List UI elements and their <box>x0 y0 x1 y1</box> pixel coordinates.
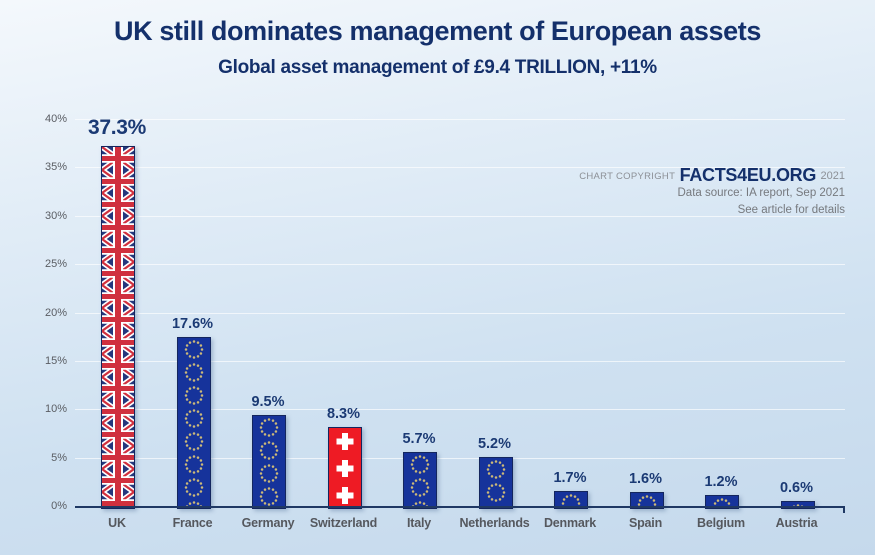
x-axis-line <box>75 506 845 508</box>
value-label-austria: 0.6% <box>779 480 814 496</box>
x-axis-label-switzerland: Switzerland <box>309 516 378 530</box>
see-article-note: See article for details <box>737 204 845 216</box>
y-axis-label-10%: 10% <box>44 403 67 416</box>
eu-flag-pattern <box>630 493 663 508</box>
value-label-netherlands: 5.2% <box>477 436 512 452</box>
gridline-5% <box>75 457 845 459</box>
x-axis-label-belgium: Belgium <box>697 516 745 530</box>
gridline-25% <box>75 264 845 266</box>
gridline-15% <box>75 360 845 362</box>
x-axis-label-italy: Italy <box>406 516 431 530</box>
y-axis-label-5%: 5% <box>51 451 67 464</box>
eu-flag-pattern <box>706 496 738 508</box>
value-label-italy: 5.7% <box>402 431 436 447</box>
x-axis-label-uk: UK <box>108 516 126 530</box>
bar-italy <box>403 452 437 509</box>
value-label-uk: 37.3% <box>87 116 147 139</box>
uk-flag-pattern <box>102 147 134 508</box>
bar-austria <box>780 501 815 509</box>
x-axis-end-tick <box>843 507 845 513</box>
bar-germany <box>252 415 286 509</box>
value-label-spain: 1.6% <box>628 471 663 487</box>
eu-flag-pattern <box>253 416 285 508</box>
x-axis-label-france: France <box>172 516 213 530</box>
value-label-france: 17.6% <box>171 316 214 332</box>
eu-flag-pattern <box>479 458 512 508</box>
eu-flag-pattern <box>781 502 814 508</box>
bar-spain <box>629 492 664 509</box>
chart-title: UK still dominates management of Europea… <box>114 16 761 46</box>
bar-france <box>176 337 211 509</box>
eu-flag-pattern <box>177 338 210 508</box>
gridline-10% <box>75 409 845 411</box>
copyright-brand: FACTS4EU.ORG <box>679 165 817 185</box>
value-label-denmark: 1.7% <box>553 470 587 486</box>
gridline-20% <box>75 312 845 314</box>
value-label-germany: 9.5% <box>251 394 285 410</box>
copyright-year: 2021 <box>820 170 845 182</box>
copyright-prefix: CHART COPYRIGHT <box>579 171 676 182</box>
gridline-30% <box>75 215 845 217</box>
y-axis-label-15%: 15% <box>44 354 67 367</box>
bar-netherlands <box>478 457 513 509</box>
bar-uk <box>101 146 135 509</box>
copyright-block: CHART COPYRIGHT FACTS4EU.ORG 2021 Data s… <box>579 165 846 218</box>
bar-belgium <box>705 495 739 509</box>
y-axis-label-20%: 20% <box>44 306 67 319</box>
y-axis-label-30%: 30% <box>44 209 67 222</box>
y-axis-label-40%: 40% <box>44 113 67 125</box>
eu-flag-pattern <box>555 492 587 508</box>
data-source-note: Data source: IA report, Sep 2021 <box>677 187 846 199</box>
x-axis-label-netherlands: Netherlands <box>459 516 530 530</box>
x-axis-label-austria: Austria <box>775 516 818 530</box>
bar-denmark <box>554 491 588 509</box>
swiss-flag-pattern <box>328 428 361 508</box>
gridline-40% <box>75 119 845 120</box>
copyright-line: CHART COPYRIGHT FACTS4EU.ORG 2021 <box>579 165 845 185</box>
y-axis-label-0%: 0% <box>51 500 67 512</box>
plot-area: 0% 5% 10% 15% 20% 25% 30% 35% 40% 37.3% UK 17.6% Fra… <box>45 113 845 530</box>
value-label-belgium: 1.2% <box>704 474 738 490</box>
gridline-35% <box>75 167 845 169</box>
chart-subtitle: Global asset management of £9.4 TRILLION… <box>218 57 657 78</box>
eu-flag-pattern <box>404 453 436 508</box>
x-axis-label-denmark: Denmark <box>543 516 597 530</box>
bar-switzerland <box>327 427 362 509</box>
x-axis-label-germany: Germany <box>241 516 295 530</box>
x-axis-label-spain: Spain <box>628 516 663 530</box>
y-axis-label-25%: 25% <box>44 258 67 271</box>
value-label-switzerland: 8.3% <box>326 406 361 422</box>
y-axis-label-35%: 35% <box>44 161 67 174</box>
